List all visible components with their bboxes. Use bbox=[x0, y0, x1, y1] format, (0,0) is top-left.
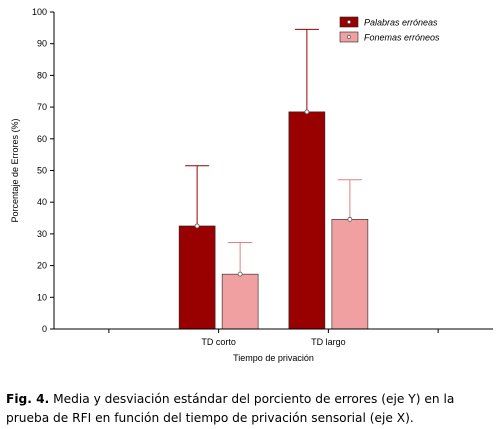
x-axis-label: Tiempo de privación bbox=[233, 353, 314, 363]
caption-text: Media y desviación estándar del porcient… bbox=[6, 392, 455, 425]
x-tick-label: TD largo bbox=[311, 337, 346, 347]
y-tick-label: 20 bbox=[37, 261, 47, 271]
x-axis-ticks: TD corto TD largo bbox=[108, 329, 439, 347]
y-tick-label: 100 bbox=[32, 7, 47, 17]
error-bars bbox=[185, 28, 362, 277]
bar bbox=[331, 219, 369, 330]
y-tick-label: 30 bbox=[37, 229, 47, 239]
legend-marker bbox=[347, 35, 351, 39]
legend-marker bbox=[347, 20, 351, 24]
bar bbox=[221, 273, 259, 330]
legend-label: Fonemas erróneos bbox=[364, 33, 440, 43]
y-tick-label: 70 bbox=[37, 102, 47, 112]
mean-marker bbox=[194, 223, 200, 229]
figure-label: Fig. 4. bbox=[6, 392, 50, 406]
mean-marker bbox=[237, 271, 243, 277]
y-tick-label: 10 bbox=[37, 292, 47, 302]
mean-marker bbox=[347, 216, 353, 222]
y-tick-label: 0 bbox=[42, 324, 47, 334]
y-tick-label: 50 bbox=[37, 166, 47, 176]
figure-caption: Fig. 4. Media y desviación estándar del … bbox=[6, 390, 501, 428]
bar bbox=[288, 111, 326, 330]
y-axis-ticks: 0 10 20 30 40 50 60 70 80 90 100 bbox=[32, 7, 54, 334]
mean-marker bbox=[304, 109, 310, 115]
y-tick-label: 90 bbox=[37, 39, 47, 49]
bar bbox=[178, 225, 216, 330]
y-tick-label: 60 bbox=[37, 134, 47, 144]
y-tick-label: 80 bbox=[37, 70, 47, 80]
bars bbox=[178, 111, 369, 330]
y-tick-label: 40 bbox=[37, 197, 47, 207]
x-tick-label: TD corto bbox=[201, 337, 236, 347]
y-axis-label: Porcentaje de Errores (%) bbox=[10, 118, 20, 222]
legend-label: Palabras erróneas bbox=[364, 18, 438, 28]
legend: Palabras erróneas Fonemas erróneos bbox=[339, 16, 440, 43]
